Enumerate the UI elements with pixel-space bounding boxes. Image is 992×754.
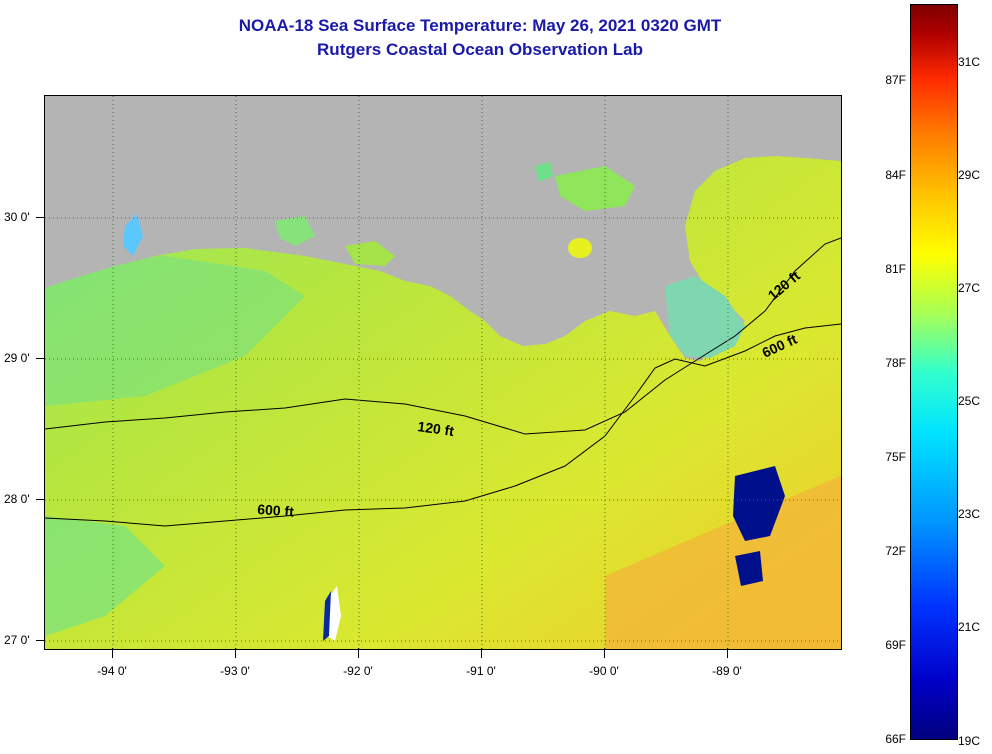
- lat-label-28: 28 0': [4, 492, 30, 506]
- contour-600ft: [45, 323, 841, 527]
- inland-lake-pontchartrain: [555, 166, 635, 211]
- cold-patch-south: [735, 551, 763, 586]
- inland-lake-north: [535, 162, 553, 182]
- inland-lake-central: [275, 216, 315, 246]
- lon-label-89: -89 0': [712, 664, 742, 678]
- map-title: NOAA-18 Sea Surface Temperature: May 26,…: [238, 16, 722, 35]
- colorbar-label-f: 84F: [885, 168, 906, 182]
- contour-label-120ft-west: 120 ft: [417, 418, 456, 439]
- land-mass: [45, 96, 841, 361]
- temperature-colorbar: [910, 4, 958, 740]
- lon-label-94: -94 0': [97, 664, 127, 678]
- inland-bay-atchafalaya: [345, 241, 395, 266]
- map-subtitle: Rutgers Coastal Ocean Observation Lab: [317, 40, 643, 59]
- cool-water-west: [45, 256, 305, 406]
- colorbar-label-c: 21C: [958, 620, 981, 634]
- colorbar-label-f: 81F: [885, 262, 906, 276]
- lon-tick: [358, 648, 359, 658]
- lat-label-30: 30 0': [4, 210, 30, 224]
- inland-lake-small: [568, 238, 592, 258]
- contour-120ft: [45, 237, 841, 435]
- lon-tick: [481, 648, 482, 658]
- cold-filament-edge: [323, 591, 331, 641]
- lon-tick: [727, 648, 728, 658]
- colorbar-label-c: 19C: [958, 734, 981, 748]
- colorbar-label-f: 75F: [885, 450, 906, 464]
- colorbar-label-c: 25C: [958, 394, 981, 408]
- lon-tick: [112, 648, 113, 658]
- lon-label-92: -92 0': [343, 664, 373, 678]
- mississippi-delta: [665, 276, 745, 358]
- lon-label-93: -93 0': [220, 664, 250, 678]
- colorbar-label-c: 27C: [958, 281, 981, 295]
- colorbar-label-c: 23C: [958, 507, 981, 521]
- contour-label-600ft-west: 600 ft: [257, 501, 295, 520]
- lat-label-27: 27 0': [4, 633, 30, 647]
- cool-water-southwest: [45, 516, 165, 636]
- lon-tick: [604, 648, 605, 658]
- colorbar-label-c: 31C: [958, 55, 981, 69]
- inland-lake-west: [123, 214, 143, 256]
- graticule: [45, 96, 841, 649]
- lat-tick: [36, 358, 44, 359]
- colorbar-label-c: 29C: [958, 168, 981, 182]
- colorbar-label-f: 72F: [885, 544, 906, 558]
- colorbar-label-f: 87F: [885, 73, 906, 87]
- sst-map: 120 ft 600 ft 120 ft 600 ft: [44, 95, 842, 650]
- lat-tick: [36, 499, 44, 500]
- lat-tick: [36, 640, 44, 641]
- lon-label-91: -91 0': [466, 664, 496, 678]
- warm-water-southeast: [605, 476, 841, 649]
- colorbar-label-f: 78F: [885, 356, 906, 370]
- colorbar-label-f: 66F: [885, 732, 906, 746]
- lon-label-90: -90 0': [589, 664, 619, 678]
- lat-label-29: 29 0': [4, 351, 30, 365]
- cold-patch-southeast: [733, 466, 785, 541]
- lon-tick: [235, 648, 236, 658]
- lat-tick: [36, 217, 44, 218]
- colorbar-label-f: 69F: [885, 638, 906, 652]
